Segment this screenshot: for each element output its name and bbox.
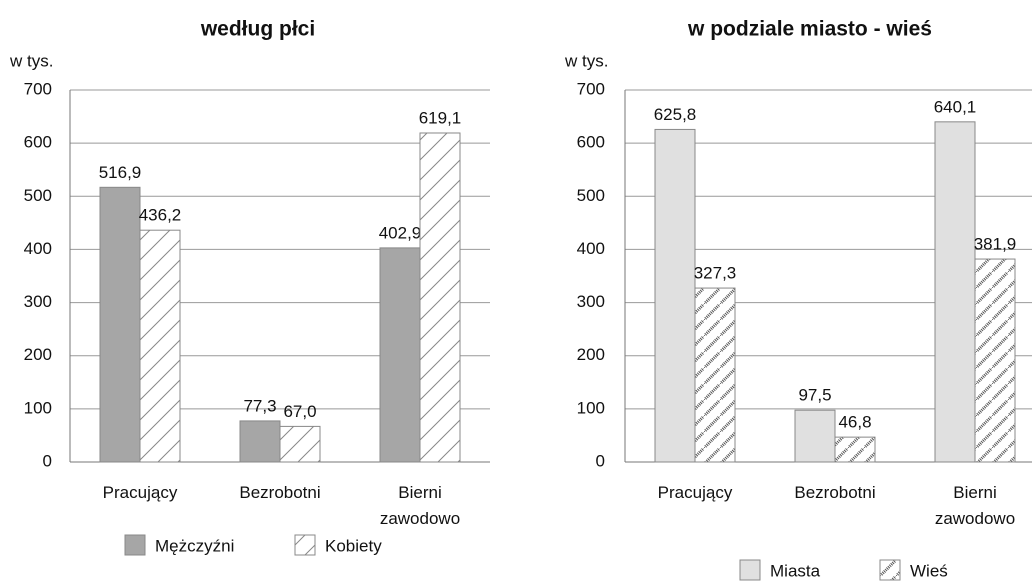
y-tick-label: 700 — [577, 79, 605, 98]
data-label: 625,8 — [654, 105, 697, 124]
x-tick-label: Bierni zawodowo — [379, 483, 461, 528]
legend-label: Wieś — [910, 561, 948, 580]
data-label: 436,2 — [139, 206, 182, 225]
y-tick-label: 100 — [24, 398, 52, 417]
y-tick-label: 700 — [24, 79, 52, 98]
legend-swatch — [739, 559, 761, 581]
y-tick-label: 300 — [24, 292, 52, 311]
chart-title: według płci — [200, 18, 315, 41]
bar — [239, 420, 281, 463]
y-tick-label: 500 — [24, 186, 52, 205]
data-label: 67,0 — [283, 402, 316, 421]
bar — [834, 436, 876, 463]
data-label: 516,9 — [99, 163, 142, 182]
y-tick-label: 600 — [24, 133, 52, 152]
bar — [654, 128, 696, 463]
legend-swatch — [879, 559, 901, 581]
y-tick-label: 100 — [577, 398, 605, 417]
y-axis-label: w tys. — [564, 51, 608, 70]
x-tick-label: Bezrobotni — [794, 483, 876, 502]
y-tick-label: 400 — [577, 239, 605, 258]
bar — [99, 186, 141, 463]
y-tick-label: 200 — [24, 345, 52, 364]
legend-label: Kobiety — [325, 536, 382, 555]
x-tick-label: Pracujący — [102, 483, 178, 502]
legend-label: Miasta — [770, 561, 821, 580]
bar — [694, 287, 736, 463]
bar — [279, 425, 321, 463]
legend-swatch — [124, 534, 146, 556]
data-label: 46,8 — [838, 413, 871, 432]
data-label: 619,1 — [419, 108, 462, 127]
y-tick-label: 600 — [577, 133, 605, 152]
chart-title: w podziale miasto - wieś — [687, 18, 932, 41]
bar — [974, 258, 1016, 463]
data-label: 381,9 — [974, 235, 1017, 254]
legend-swatch — [294, 534, 316, 556]
bar — [379, 247, 421, 463]
bar — [794, 409, 836, 463]
bar — [934, 121, 976, 463]
y-tick-label: 300 — [577, 292, 605, 311]
legend-label: Mężczyźni — [155, 536, 234, 555]
y-tick-label: 0 — [43, 451, 52, 470]
x-tick-label: Bierni zawodowo — [934, 483, 1016, 528]
y-tick-label: 0 — [596, 451, 605, 470]
y-tick-label: 200 — [577, 345, 605, 364]
x-tick-label: Pracujący — [657, 483, 733, 502]
y-axis-label: w tys. — [9, 51, 53, 70]
data-label: 327,3 — [694, 264, 737, 283]
bar — [139, 229, 181, 463]
data-label: 97,5 — [798, 386, 831, 405]
bar — [419, 132, 461, 463]
data-label: 77,3 — [243, 396, 276, 415]
data-label: 640,1 — [934, 97, 977, 116]
y-tick-label: 500 — [577, 186, 605, 205]
x-tick-label: Bezrobotni — [239, 483, 321, 502]
data-label: 402,9 — [379, 223, 422, 242]
y-tick-label: 400 — [24, 239, 52, 258]
